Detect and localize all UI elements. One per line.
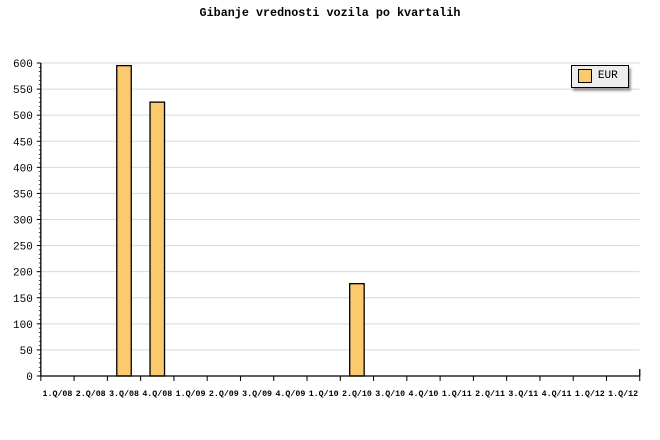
svg-text:1.Q/11: 1.Q/11	[442, 389, 472, 399]
svg-text:3.Q/08: 3.Q/08	[109, 389, 139, 399]
svg-text:100: 100	[13, 320, 33, 332]
svg-text:4.Q/10: 4.Q/10	[409, 389, 439, 399]
svg-text:150: 150	[13, 294, 33, 306]
svg-text:4.Q/11: 4.Q/11	[542, 389, 572, 399]
svg-text:450: 450	[13, 137, 33, 149]
svg-text:500: 500	[13, 111, 33, 123]
svg-text:2.Q/09: 2.Q/09	[209, 389, 239, 399]
svg-text:4.Q/09: 4.Q/09	[275, 389, 305, 399]
svg-text:1.Q/12: 1.Q/12	[608, 389, 638, 399]
svg-text:2.Q/10: 2.Q/10	[342, 389, 372, 399]
svg-text:50: 50	[20, 346, 33, 358]
svg-text:250: 250	[13, 242, 33, 254]
svg-text:1.Q/08: 1.Q/08	[43, 389, 73, 399]
svg-text:3.Q/11: 3.Q/11	[508, 389, 538, 399]
svg-text:3.Q/09: 3.Q/09	[242, 389, 272, 399]
svg-text:600: 600	[13, 59, 33, 71]
svg-text:1.Q/12: 1.Q/12	[575, 389, 605, 399]
svg-text:200: 200	[13, 268, 33, 280]
svg-text:2.Q/11: 2.Q/11	[475, 389, 505, 399]
svg-text:2.Q/08: 2.Q/08	[76, 389, 106, 399]
svg-text:550: 550	[13, 85, 33, 97]
svg-text:1.Q/09: 1.Q/09	[176, 389, 206, 399]
svg-text:350: 350	[13, 189, 33, 201]
svg-text:400: 400	[13, 163, 33, 175]
svg-text:4.Q/08: 4.Q/08	[142, 389, 172, 399]
svg-text:300: 300	[13, 216, 33, 228]
svg-text:3.Q/10: 3.Q/10	[375, 389, 405, 399]
svg-text:1.Q/10: 1.Q/10	[309, 389, 339, 399]
svg-text:0: 0	[26, 372, 33, 384]
